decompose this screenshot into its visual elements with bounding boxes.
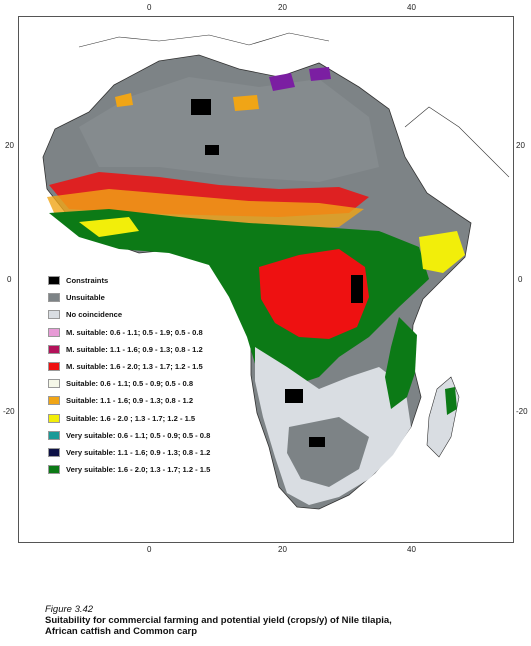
figure-number: Figure 3.42 [45,604,94,615]
sahara-region [79,77,379,182]
legend-swatch [48,276,60,286]
constraint-patch [191,99,211,115]
legend-item: Unsuitable [48,289,210,306]
legend-swatch [48,310,60,320]
lat-tick-right: 20 [516,141,525,150]
southern-unsuitable-patch [287,417,369,487]
north-purple-patch [309,67,331,81]
europe-coastline [78,32,330,48]
legend-label: Suitable: 1.1 - 1.6; 0.9 - 1.3; 0.8 - 1.… [66,396,194,406]
legend-swatch [48,293,60,303]
legend-label: Constraints [66,276,109,286]
legend-label: M. suitable: 0.6 - 1.1; 0.5 - 1.9; 0.5 -… [66,327,203,337]
map-frame: 0 20 40 0 20 40 20 0 -20 20 0 -20 [3,3,528,554]
arabia-coastline [404,106,510,178]
constraint-patch [309,437,325,447]
figure-title-line2: African catfish and Common carp [45,626,198,637]
legend-item: Very suitable: 1.1 - 1.6; 0.9 - 1.3; 0.8… [48,444,210,461]
north-purple-patch [269,73,295,91]
lon-tick-bottom: 20 [278,545,287,554]
north-orange-patch [233,95,259,111]
legend-swatch [48,465,60,475]
legend-item: M. suitable: 1.6 - 2.0; 1.3 - 1.7; 1.2 -… [48,358,210,375]
lon-tick-bottom: 40 [407,545,416,554]
legend-item: Suitable: 1.6 - 2.0 ; 1.3 - 1.7; 1.2 - 1… [48,410,210,427]
lat-tick-left: 20 [5,141,14,150]
east-suitable-yellow [419,231,465,273]
north-orange-patch [115,93,133,107]
legend-swatch [48,379,60,389]
constraint-patch [351,275,363,303]
legend-item: Suitable: 0.6 - 1.1; 0.5 - 0.9; 0.5 - 0.… [48,375,210,392]
legend-swatch [48,413,60,423]
lon-tick-top: 20 [278,3,287,12]
legend-label: Very suitable: 0.6 - 1.1; 0.5 - 0.9; 0.5… [66,430,211,440]
map-legend: Constraints Unsuitable No coincidence M.… [48,272,210,478]
lat-tick-right: 0 [518,275,523,284]
lat-tick-right: -20 [516,407,528,416]
lon-tick-top: 40 [407,3,416,12]
legend-item: M. suitable: 0.6 - 1.1; 0.5 - 1.9; 0.5 -… [48,324,210,341]
congo-msuitable-region [259,249,369,339]
legend-item: Constraints [48,272,210,289]
legend-label: Very suitable: 1.1 - 1.6; 0.9 - 1.3; 0.8… [66,447,211,457]
lon-tick-bottom: 0 [147,545,152,554]
legend-swatch [48,362,60,372]
lat-tick-left: -20 [3,407,15,416]
legend-swatch [48,396,60,406]
legend-label: M. suitable: 1.1 - 1.6; 0.9 - 1.3; 0.8 -… [66,344,203,354]
legend-label: Suitable: 1.6 - 2.0 ; 1.3 - 1.7; 1.2 - 1… [66,413,196,423]
legend-swatch [48,344,60,354]
legend-label: Unsuitable [66,293,105,303]
madagascar-green [445,387,457,415]
legend-item: No coincidence [48,306,210,323]
constraint-patch [205,145,219,155]
legend-item: Very suitable: 1.6 - 2.0; 1.3 - 1.7; 1.2… [48,461,210,478]
legend-label: Suitable: 0.6 - 1.1; 0.5 - 0.9; 0.5 - 0.… [66,379,194,389]
legend-label: No coincidence [66,310,123,320]
east-coast-green [385,317,417,409]
lat-tick-left: 0 [7,275,12,284]
legend-item: Very suitable: 0.6 - 1.1; 0.5 - 0.9; 0.5… [48,427,210,444]
constraint-patch [285,389,303,403]
legend-item: Suitable: 1.1 - 1.6; 0.9 - 1.3; 0.8 - 1.… [48,392,210,409]
legend-swatch [48,447,60,457]
lon-tick-top: 0 [147,3,152,12]
legend-swatch [48,327,60,337]
africa-map [42,32,510,510]
figure-title-line1: Suitability for commercial farming and p… [45,615,392,626]
legend-swatch [48,430,60,440]
legend-item: M. suitable: 1.1 - 1.6; 0.9 - 1.3; 0.8 -… [48,341,210,358]
west-suitable-yellow [79,217,139,237]
figure-caption: Figure 3.42 Suitability for commercial f… [45,604,392,637]
legend-label: Very suitable: 1.6 - 2.0; 1.3 - 1.7; 1.2… [66,465,211,475]
legend-label: M. suitable: 1.6 - 2.0; 1.3 - 1.7; 1.2 -… [66,362,203,372]
